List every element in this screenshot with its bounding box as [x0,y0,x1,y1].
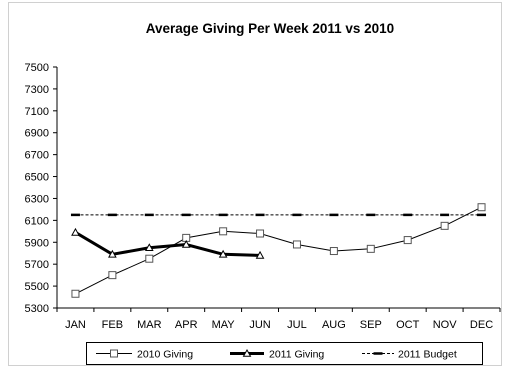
x-tick-label: OCT [396,319,420,331]
data-point [145,254,154,263]
y-tick-label: 7300 [25,84,49,96]
y-tick-label: 7100 [25,106,49,118]
y-tick-label: 5700 [25,259,49,271]
data-point [108,271,117,280]
x-tick-label: DEC [470,319,493,331]
data-point [255,250,265,259]
x-tick-label: JUL [287,319,307,331]
data-point [218,249,228,258]
legend-marker-2011-giving [242,348,252,357]
data-point [477,203,486,212]
data-point [329,247,338,256]
series-line [75,206,482,295]
series-line [74,231,261,257]
series-2010-giving [71,203,486,298]
data-point [108,249,117,258]
y-tick-label: 6300 [25,193,49,205]
y-tick-label: 6100 [25,215,49,227]
y-tick-label: 6500 [25,172,49,184]
x-tick-label: JUN [249,319,270,331]
legend-label-2011-giving: 2011 Giving [269,349,324,361]
y-tick-label: 5500 [25,281,49,293]
data-point [71,227,80,236]
x-tick-label: JAN [65,319,86,331]
x-tick-label: NOV [433,319,458,331]
legend-box [86,342,483,365]
data-point [219,227,228,236]
data-point [440,221,449,230]
data-point [71,289,80,298]
data-point [256,229,265,238]
y-tick-label: 6900 [25,128,49,140]
data-point [181,239,191,248]
x-tick-label: SEP [360,319,382,331]
data-point [366,244,375,253]
legend-label-2011-budget: 2011 Budget [398,349,457,361]
data-point [292,240,301,249]
data-point [144,243,154,252]
series-layer [70,203,487,298]
chart-title: Average Giving Per Week 2011 vs 2010 [146,21,394,36]
axes: 5300 5500 5700 5900 6100 6300 6500 6700 6900 7100… [25,62,501,331]
x-tick-label: MAR [137,319,162,331]
x-tick-label: AUG [322,319,346,331]
series-2011-giving [71,227,265,259]
y-tick-label: 5900 [25,237,49,249]
x-tick-label: APR [175,319,198,331]
x-tick-label: FEB [102,319,123,331]
data-point [403,236,412,245]
legend: 2010 Giving 2011 Giving 2011 Budget [86,342,483,365]
y-tick-label: 6700 [25,150,49,162]
chart-border [8,2,502,366]
y-tick-label: 7500 [25,62,49,74]
x-tick-label: MAY [212,319,236,331]
y-tick-label: 5300 [25,303,49,315]
legend-label-2010-giving: 2010 Giving [137,349,193,361]
legend-marker-2010-giving [110,349,118,358]
